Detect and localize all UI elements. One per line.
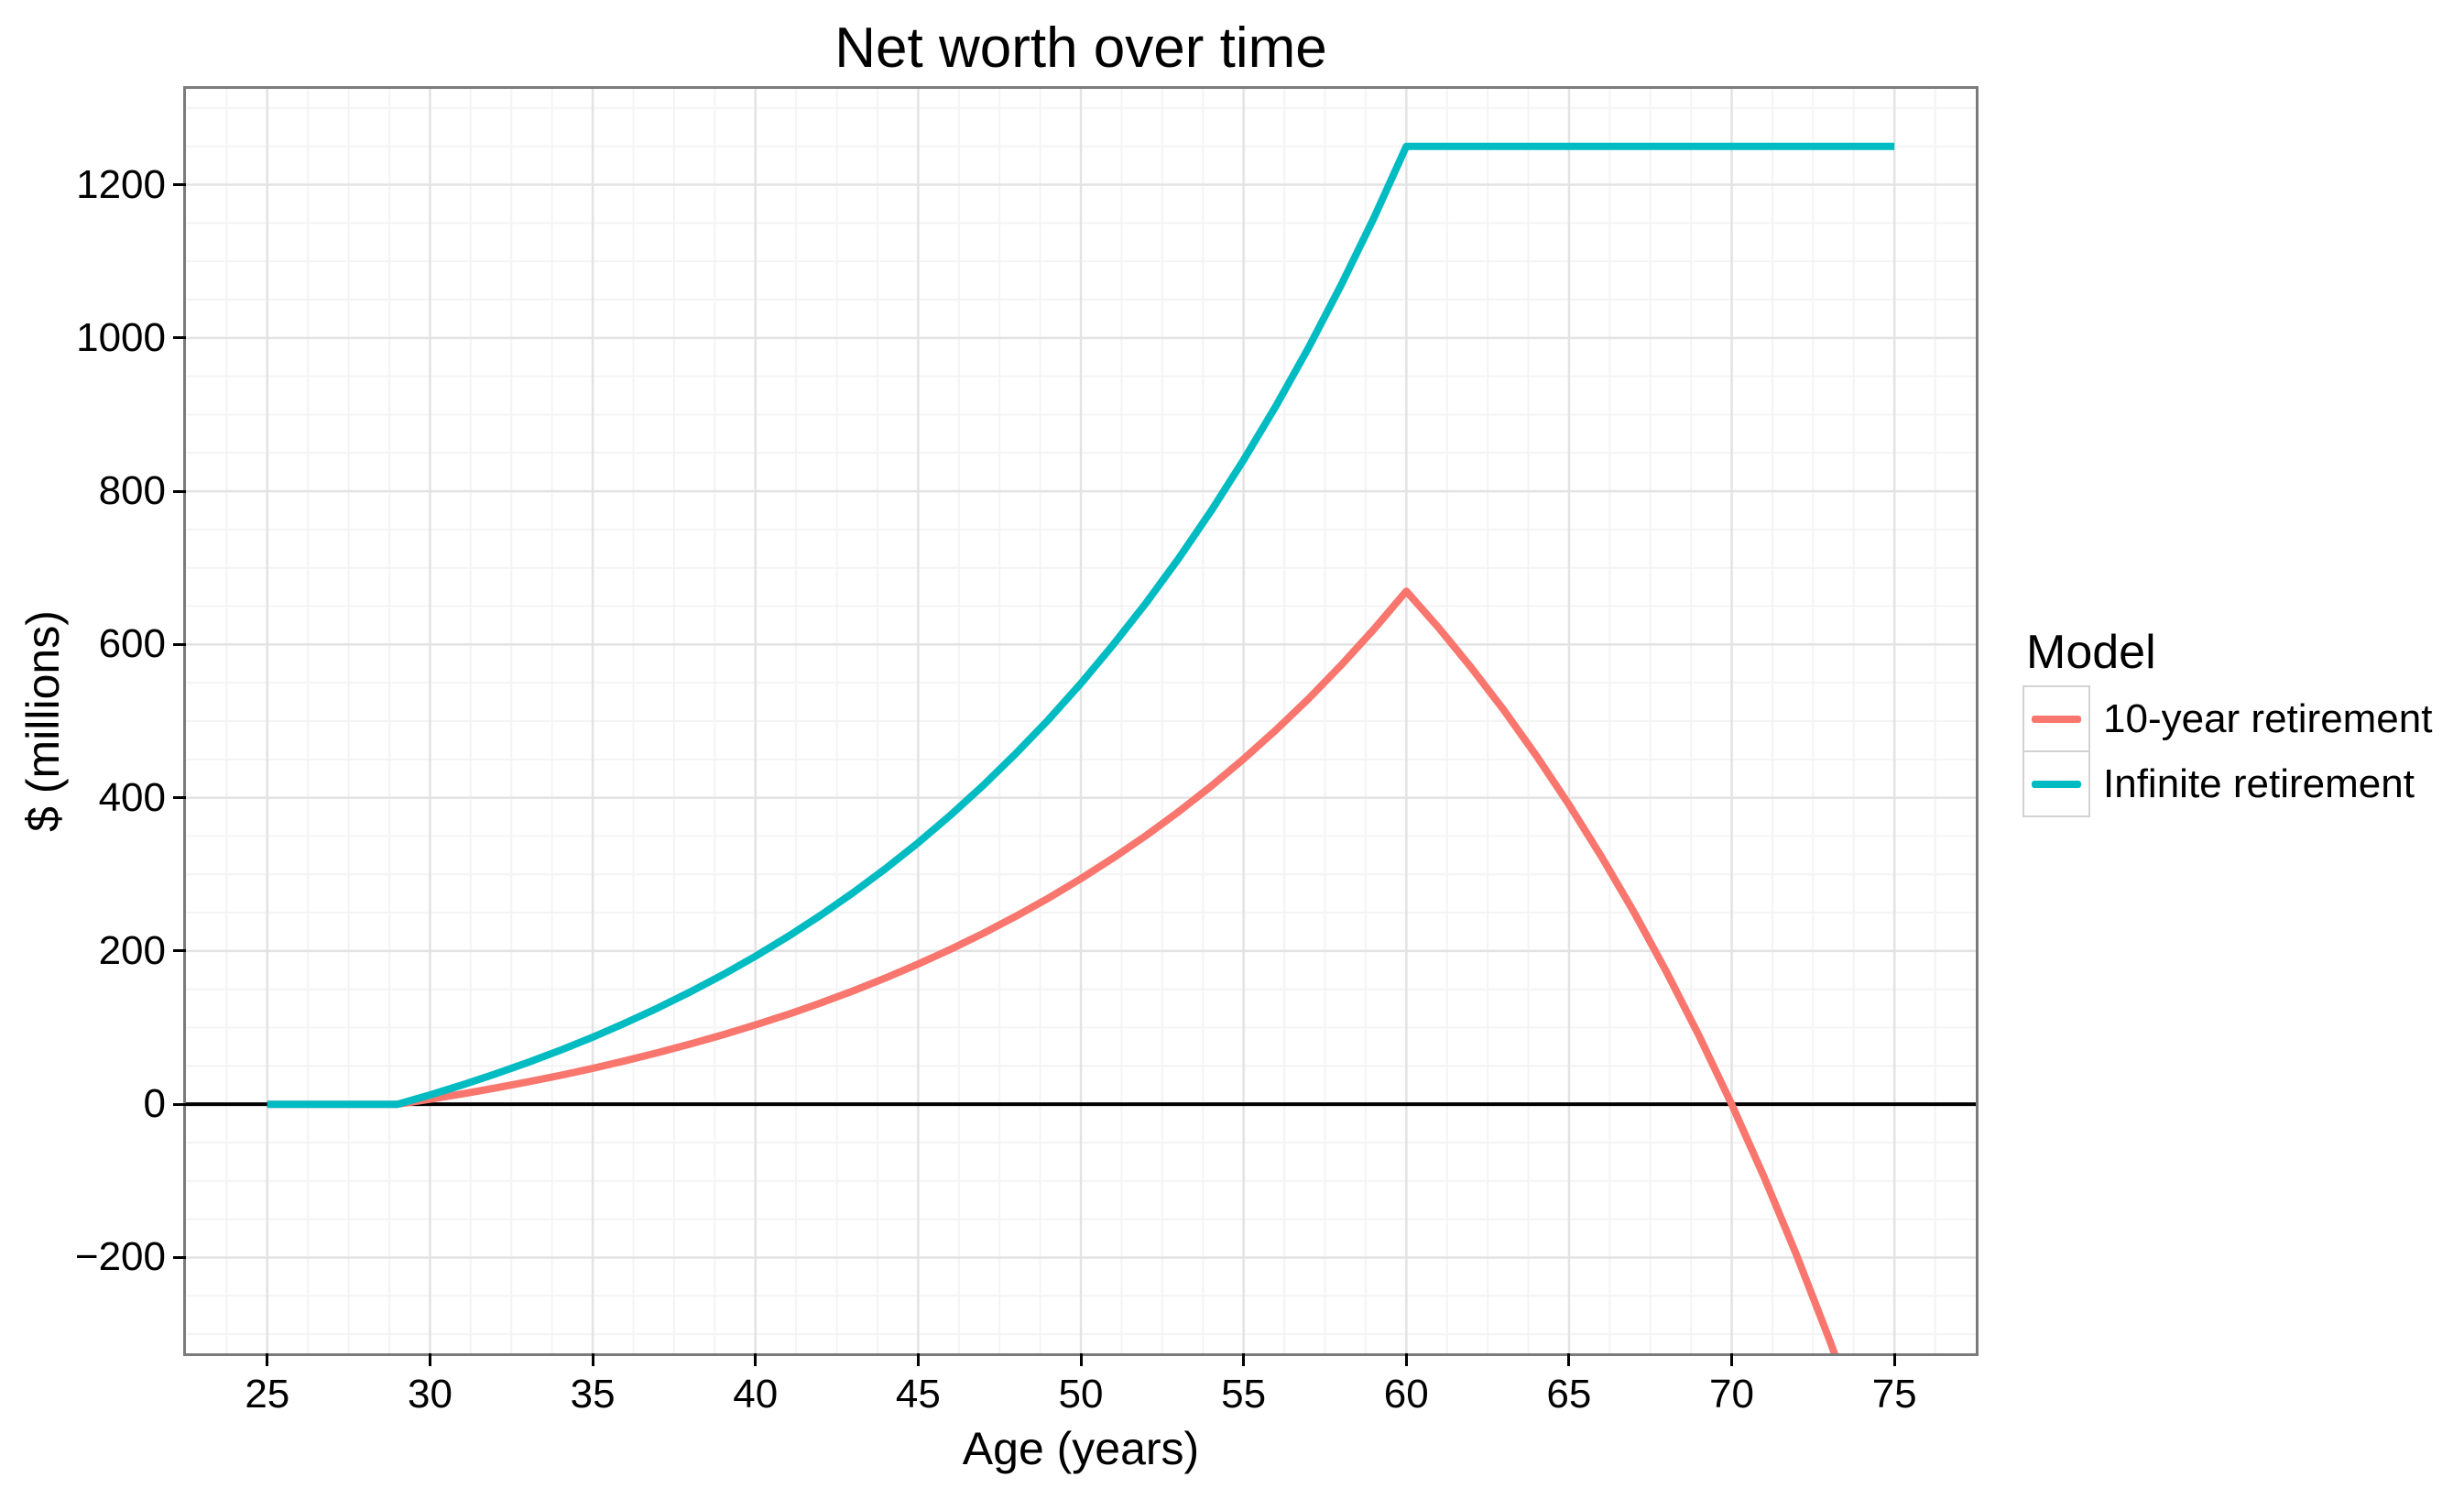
x-tick-mark: [1567, 1353, 1571, 1366]
y-tick-mark: [173, 1102, 186, 1106]
series-line-0: [267, 587, 1838, 1353]
x-tick-label: 65: [1546, 1372, 1592, 1417]
series-line-1: [267, 142, 1895, 1109]
y-tick-label: 400: [98, 774, 166, 820]
x-tick-mark: [1242, 1353, 1246, 1366]
y-tick-label: 1000: [76, 314, 166, 360]
x-tick-label: 60: [1383, 1372, 1429, 1417]
legend-keys: 10-year retirement Infinite retirement: [2022, 685, 2432, 817]
legend-swatch: [2022, 685, 2090, 752]
x-tick-mark: [1892, 1353, 1896, 1366]
y-tick-label: 800: [98, 468, 166, 514]
x-tick-mark: [1079, 1353, 1083, 1366]
x-tick-mark: [428, 1353, 431, 1366]
x-tick-label: 75: [1871, 1372, 1917, 1417]
legend-label: Infinite retirement: [2103, 760, 2415, 806]
x-tick-mark: [754, 1353, 758, 1366]
legend-title: Model: [2026, 626, 2156, 679]
x-axis-label: Age (years): [962, 1423, 1200, 1474]
x-tick-mark: [591, 1353, 594, 1366]
legend: Model 10-year retirement Infinite retire…: [2022, 625, 2432, 817]
x-tick-label: 35: [570, 1372, 616, 1417]
legend-line-icon: [2032, 780, 2081, 788]
x-tick-label: 45: [895, 1372, 941, 1417]
x-tick-label: 50: [1058, 1372, 1104, 1417]
plot-panel: [183, 86, 1979, 1356]
x-tick-mark: [266, 1353, 269, 1366]
chart-title: Net worth over time: [834, 16, 1327, 80]
legend-item-10-year-retirement: 10-year retirement: [2022, 685, 2432, 752]
y-tick-label: 600: [98, 621, 166, 667]
y-tick-label: 0: [143, 1081, 166, 1127]
x-tick-mark: [916, 1353, 920, 1366]
x-tick-mark: [1730, 1353, 1734, 1366]
legend-item-infinite-retirement: Infinite retirement: [2022, 750, 2432, 817]
y-tick-mark: [173, 336, 186, 340]
x-tick-label: 55: [1221, 1372, 1267, 1417]
legend-label: 10-year retirement: [2103, 695, 2433, 741]
x-tick-label: 70: [1709, 1372, 1754, 1417]
y-tick-mark: [173, 183, 186, 187]
legend-swatch: [2022, 750, 2090, 817]
y-tick-label: 200: [98, 927, 166, 973]
y-tick-mark: [173, 1255, 186, 1259]
x-tick-label: 40: [733, 1372, 779, 1417]
y-tick-mark: [173, 489, 186, 493]
y-tick-label: 1200: [76, 161, 166, 207]
plot-svg: [186, 89, 1976, 1353]
y-tick-mark: [173, 642, 186, 646]
x-tick-label: 30: [407, 1372, 452, 1417]
x-tick-label: 25: [245, 1372, 290, 1417]
legend-line-icon: [2032, 715, 2081, 723]
x-tick-mark: [1404, 1353, 1408, 1366]
y-tick-label: −200: [74, 1234, 166, 1280]
y-tick-mark: [173, 796, 186, 800]
y-tick-mark: [173, 949, 186, 953]
